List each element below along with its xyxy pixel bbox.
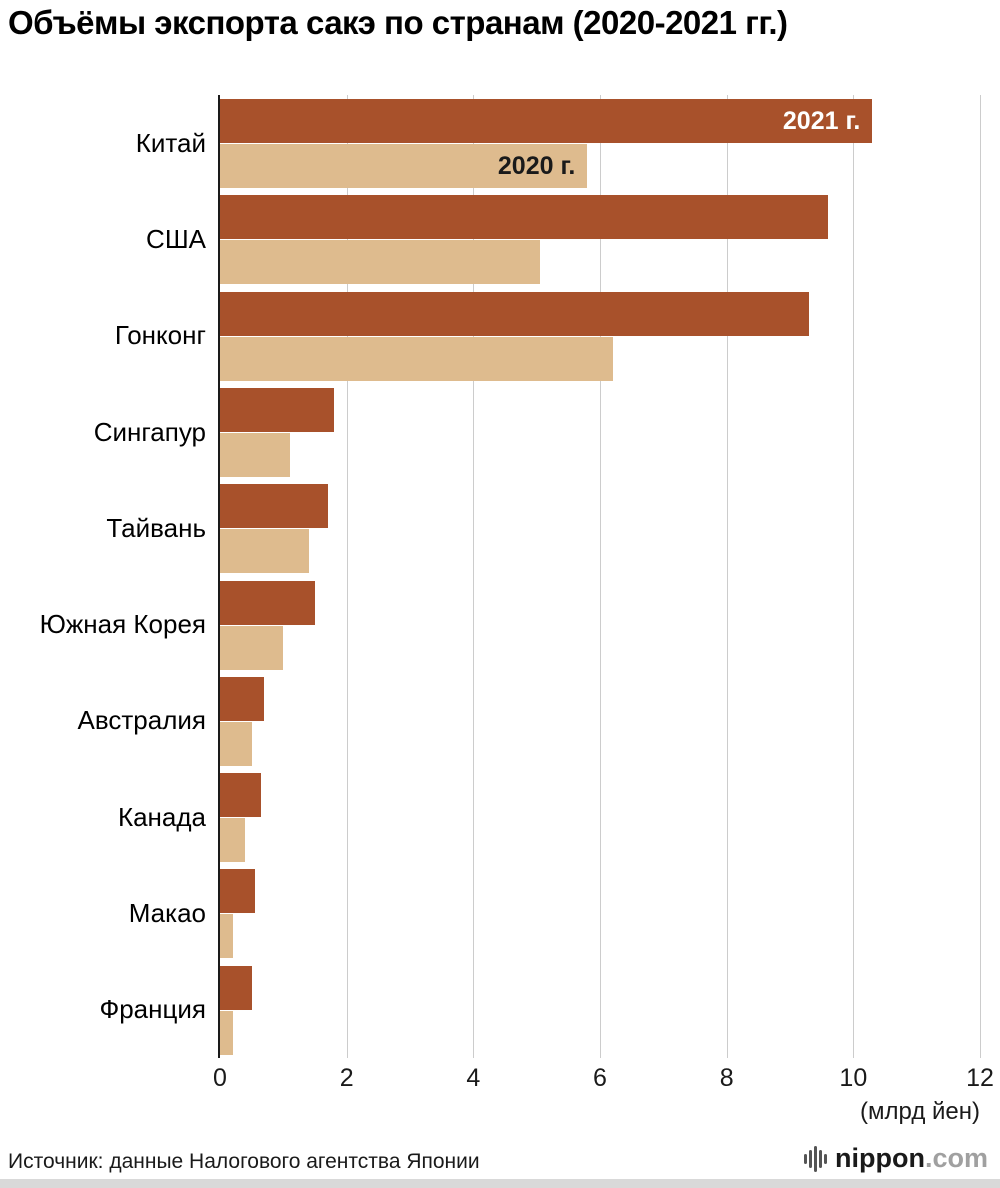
category-label: Франция [99,994,206,1025]
category-label: Канада [117,801,206,832]
bar-2020 [220,336,613,381]
series-legend-label: 2020 г. [497,151,576,180]
x-tick-label: 12 [966,1064,994,1092]
bar-2020: 2020 г. [220,144,588,188]
bar-2020 [220,240,540,285]
bar-2020 [220,721,252,766]
bar-2021 [220,387,334,432]
x-tick-label: 4 [466,1064,481,1092]
category-label: США [146,223,206,254]
chart-title: Объёмы экспорта сакэ по странам (2020-20… [8,4,788,41]
gridline [600,95,601,1058]
logo-tld: .com [924,1143,988,1173]
bar-2020 [220,432,290,477]
x-tick-label: 6 [593,1064,607,1092]
axis-unit-note: (млрд йен) [860,1098,980,1125]
logo-name: nippon [835,1143,925,1173]
bar-2021 [220,484,328,529]
bar-2021 [220,676,265,721]
gridline [473,95,475,1058]
category-label: Гонконг [114,320,206,351]
gridline [346,95,348,1058]
nippon-logo: nippon.com [804,1143,988,1174]
x-tick-label: 8 [719,1064,734,1092]
series-legend-label: 2021 г. [782,106,861,135]
bar-2020 [220,625,284,670]
bar-2020 [220,529,309,574]
bar-2021 [220,965,252,1010]
bar-2021 [220,869,255,914]
category-label: Макао [128,898,206,929]
bar-2021 [220,580,315,625]
footer-strip [0,1179,1000,1188]
zero-axis-line [218,95,220,1058]
y-axis-labels: Китай США Гонконг Сингапур Тайвань Южная Коре… [0,95,206,1058]
gridline [980,95,981,1058]
bar-2021 [220,291,809,336]
category-label: Южная Корея [39,609,206,640]
x-tick-label: 10 [839,1064,868,1092]
bar-2021: 2021 г. [220,99,873,143]
bar-2021 [220,195,828,240]
category-label: Австралия [77,705,206,736]
source-note: Источник: данные Налогового агентства Яп… [8,1150,480,1173]
gridline [726,95,728,1058]
bar-2020 [220,914,233,959]
x-tick-label: 2 [339,1064,354,1092]
plot-area: 2021 г. 2020 г. [218,95,981,1058]
category-label: Сингапур [93,416,206,447]
bar-2020 [220,818,246,863]
bar-2021 [220,773,262,818]
gridline [853,95,855,1058]
x-tick-label: 0 [213,1064,227,1092]
soundwave-icon [804,1145,827,1172]
x-axis-ticks: 0 2 4 6 8 10 12 [213,1064,994,1094]
bar-2020 [220,1010,233,1055]
category-label: Тайвань [106,512,206,543]
category-label: Китай [135,127,206,158]
